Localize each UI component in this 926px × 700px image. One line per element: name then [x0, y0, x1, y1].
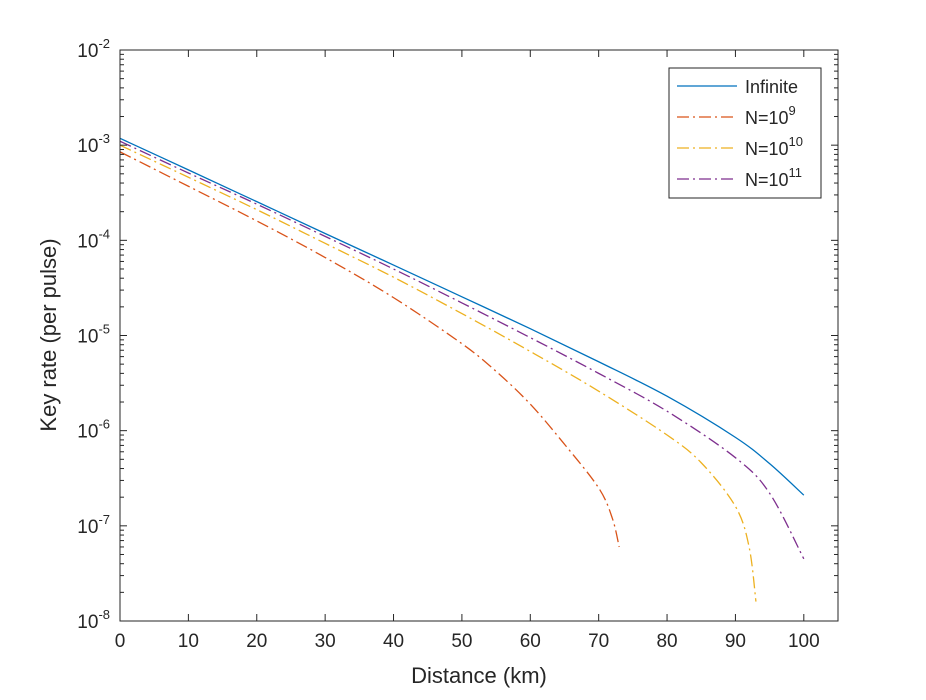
- series-line-1: [119, 151, 620, 548]
- x-tick-label: 10: [178, 631, 199, 652]
- series-line-2: [119, 144, 757, 602]
- legend-label-2: N=1010: [745, 134, 803, 159]
- x-tick-label: 0: [115, 631, 126, 652]
- series-line-0: [119, 137, 805, 496]
- x-tick-label: 70: [588, 631, 609, 652]
- legend: Infinite N=109 N=1010 N=1011: [668, 67, 822, 199]
- y-tick-label: 10-8: [77, 607, 110, 633]
- x-tick-label: 60: [520, 631, 541, 652]
- legend-label-1: N=109: [745, 103, 796, 128]
- y-tick-label: 10-4: [77, 226, 110, 252]
- series-layer: [119, 137, 805, 602]
- x-tick-label: 100: [788, 631, 820, 652]
- y-tick-label: 10-7: [77, 512, 110, 538]
- legend-label-0: Infinite: [745, 77, 798, 97]
- x-tick-label: 20: [246, 631, 267, 652]
- x-axis-label: Distance (km): [411, 663, 547, 688]
- x-tick-label: 80: [656, 631, 677, 652]
- axes-layer: 0 10 20 30 40 50 60 70 80 90 100 10-8 10-7 10-6 10-5 10…: [77, 36, 839, 652]
- x-tick-label: 50: [451, 631, 472, 652]
- x-tick-label: 40: [383, 631, 404, 652]
- y-axis-label: Key rate (per pulse): [36, 238, 61, 431]
- y-tick-label: 10-5: [77, 322, 110, 348]
- x-tick-label: 90: [725, 631, 746, 652]
- y-tick-label: 10-2: [77, 36, 110, 62]
- legend-box: [668, 67, 822, 199]
- series-line-3: [119, 140, 805, 560]
- y-tick-label: 10-3: [77, 131, 110, 157]
- x-tick-label: 30: [315, 631, 336, 652]
- legend-label-3: N=1011: [745, 165, 802, 190]
- y-tick-label: 10-6: [77, 417, 110, 443]
